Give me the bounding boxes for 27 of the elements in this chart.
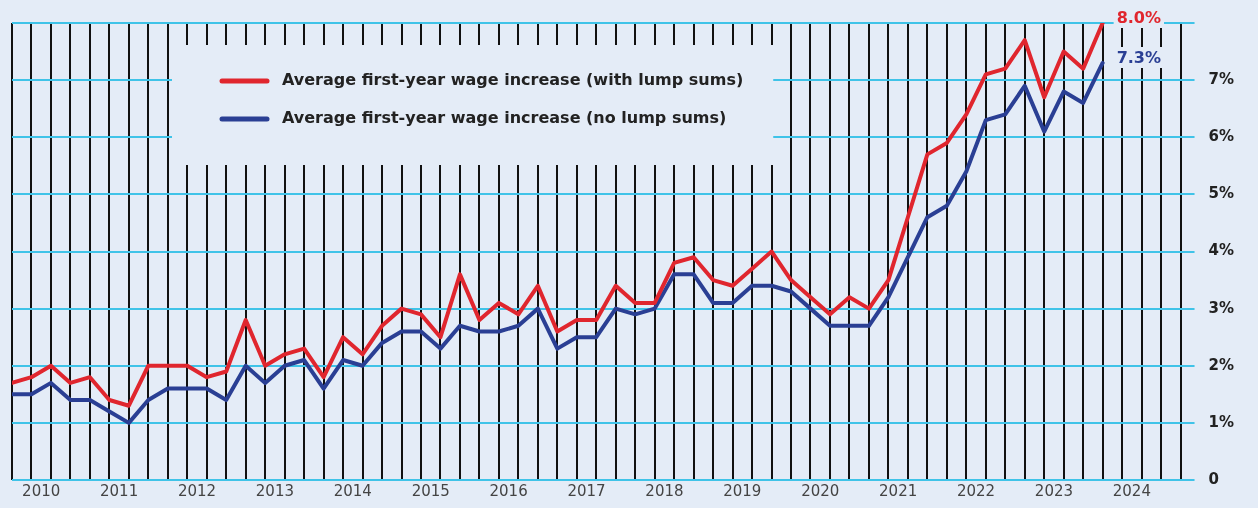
y-tick-label: 2% (1208, 355, 1234, 374)
y-tick-label: 6% (1208, 127, 1234, 146)
x-tick-label: 2017 (567, 481, 606, 500)
x-tick-label: 2010 (22, 481, 61, 500)
x-tick-label: 2013 (255, 481, 295, 500)
legend-label: Average first-year wage increase (no lump sums) (282, 108, 727, 128)
x-tick-label: 2016 (489, 481, 528, 500)
x-tick-label: 2020 (801, 481, 840, 500)
x-tick-label: 2024 (1112, 481, 1151, 500)
y-tick-label: 4% (1208, 241, 1234, 260)
y-tick-label: 3% (1208, 298, 1234, 317)
x-tick-label: 2023 (1034, 481, 1074, 500)
y-tick-label: 1% (1208, 412, 1234, 431)
x-tick-label: 2012 (177, 481, 217, 500)
legend-label: Average first-year wage increase (with lump sums) (282, 70, 744, 90)
x-tick-label: 2022 (956, 481, 996, 500)
y-tick-label: 7% (1208, 70, 1234, 89)
x-tick-label: 2015 (411, 481, 450, 500)
data-label: 7.3% (1116, 48, 1162, 68)
data-label: 8.0% (1116, 8, 1162, 28)
x-tick-label: 2021 (879, 481, 918, 500)
y-tick-label: 5% (1208, 184, 1234, 203)
x-tick-label: 2014 (333, 481, 372, 500)
x-tick-label: 2011 (100, 481, 139, 500)
x-tick-label: 2019 (723, 481, 762, 500)
x-tick-label: 2018 (645, 481, 684, 500)
y-tick-label: 0 (1208, 469, 1219, 488)
